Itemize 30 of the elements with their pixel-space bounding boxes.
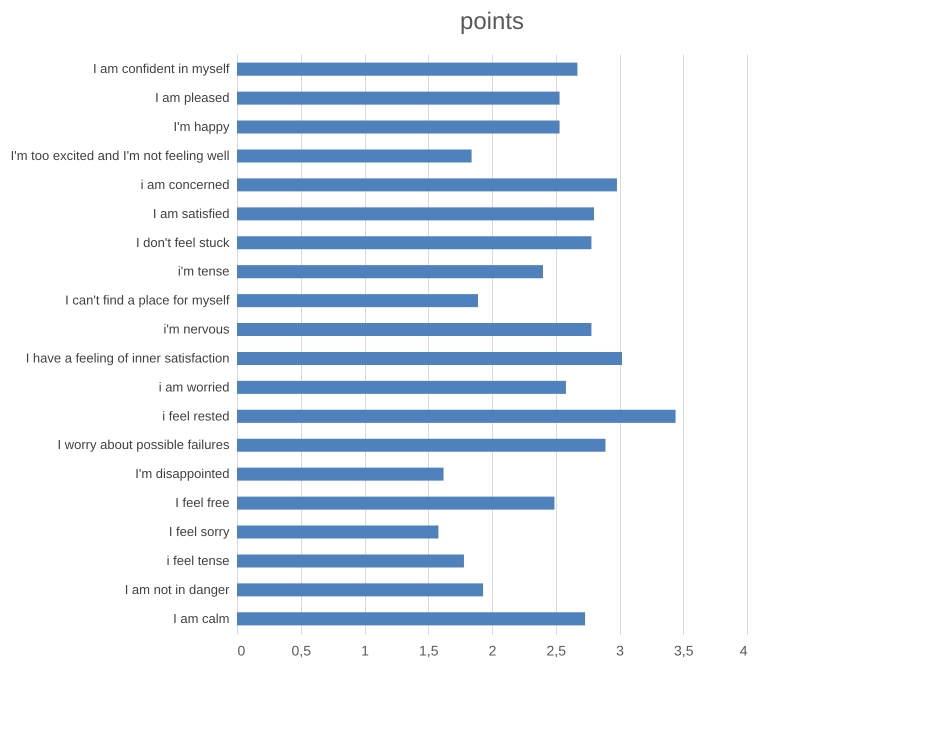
y-tick-label: i am concerned bbox=[140, 176, 230, 192]
x-tick-label: 4 bbox=[740, 642, 748, 658]
x-tick-label: 0 bbox=[238, 642, 246, 658]
y-tick-label: I can't find a place for myself bbox=[65, 292, 230, 308]
x-tick-label: 3,5 bbox=[674, 642, 694, 658]
x-tick-label: 3 bbox=[616, 642, 624, 658]
x-tick-label: 0,5 bbox=[292, 642, 312, 658]
x-tick-label: 1 bbox=[361, 642, 370, 658]
y-tick-label: i feel rested bbox=[162, 408, 230, 424]
y-tick-label: I'm disappointed bbox=[135, 466, 230, 482]
y-tick-label: I am confident in myself bbox=[92, 61, 230, 76]
y-tick-label: I don't feel stuck bbox=[136, 234, 230, 250]
x-tick-label: 2,5 bbox=[546, 642, 566, 658]
y-tick-label: I feel free bbox=[175, 495, 230, 510]
y-tick-label: i feel tense bbox=[166, 552, 230, 568]
y-tick-label: I'm happy bbox=[174, 119, 230, 134]
y-tick-label: I worry about possible failures bbox=[58, 437, 230, 452]
y-tick-label: I'm too excited and I'm not feeling well bbox=[10, 148, 230, 163]
y-tick-label: I am calm bbox=[173, 610, 230, 626]
x-tick-label: 1,5 bbox=[419, 642, 439, 658]
y-tick-label: I am not in danger bbox=[124, 582, 230, 597]
chart-title: points bbox=[460, 8, 524, 35]
y-tick-label: I feel sorry bbox=[168, 524, 230, 540]
y-tick-label: I am pleased bbox=[155, 90, 230, 106]
y-tick-label: i'm nervous bbox=[163, 322, 230, 337]
x-tick-label: 2 bbox=[488, 642, 497, 658]
y-tick-label: I have a feeling of inner satisfaction bbox=[26, 350, 230, 366]
y-tick-label: I am satisfied bbox=[152, 206, 230, 221]
y-tick-label: i am worried bbox=[158, 379, 230, 394]
y-tick-label: i'm tense bbox=[178, 264, 230, 279]
